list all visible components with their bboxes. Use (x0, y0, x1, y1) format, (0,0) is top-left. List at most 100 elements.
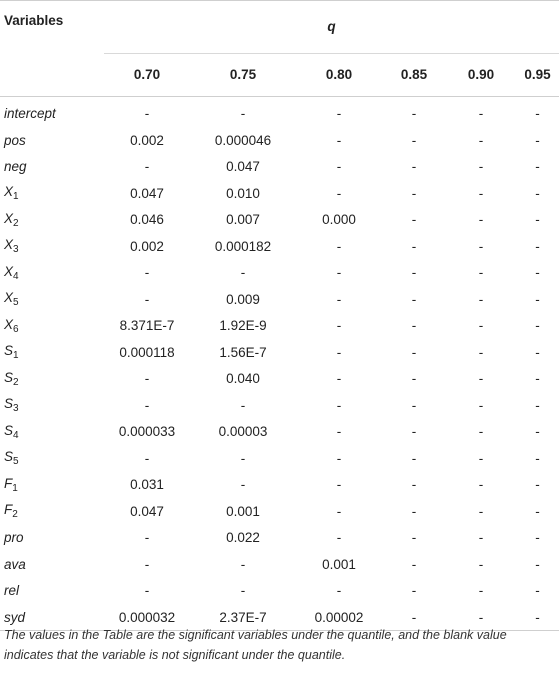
variable-name: neg (0, 154, 104, 181)
variable-name: pos (0, 127, 104, 154)
table-cell: - (535, 371, 540, 387)
table-cell: - (478, 424, 484, 440)
table-cell: - (535, 397, 540, 413)
table-cell: - (240, 397, 246, 413)
table-cell: - (144, 450, 150, 466)
table-cell: - (411, 530, 417, 546)
table-cell: - (411, 291, 417, 307)
table-cell: - (336, 371, 342, 387)
table-cell: - (336, 238, 342, 254)
variable-name: X5 (0, 286, 104, 313)
table-cell: 0.009 (226, 291, 260, 307)
table-row: X1 0.047 0.010 - - - - (0, 180, 559, 207)
variable-name: rel (0, 578, 104, 605)
q-header: q (104, 0, 559, 54)
table-cell: - (478, 265, 484, 281)
table-cell: - (535, 238, 540, 254)
table-cell: - (478, 344, 484, 360)
table-cell: - (411, 238, 417, 254)
table-cell: - (535, 291, 540, 307)
table-cell: 0.000046 (214, 132, 272, 148)
table-cell: - (535, 530, 540, 546)
variable-name: pro (0, 525, 104, 552)
table-cell: - (336, 530, 342, 546)
table-cell: - (411, 318, 417, 334)
variable-symbol: rel (4, 583, 20, 599)
table-cell: - (478, 503, 484, 519)
variable-name: F1 (0, 472, 104, 499)
table-cell: 0.000118 (119, 344, 175, 360)
table-cell: 8.371E-7 (119, 318, 175, 334)
variable-name: S1 (0, 339, 104, 366)
variable-name: intercept (0, 96, 104, 127)
table-cell: - (144, 371, 150, 387)
variable-symbol: X (4, 290, 14, 306)
table-row: X5 - 0.009 - - - - (0, 286, 559, 313)
table-cell: - (336, 344, 342, 360)
table-cell: - (144, 583, 150, 599)
table-cell: 0.001 (226, 503, 260, 519)
table-cell: - (411, 503, 417, 519)
table-cell: - (411, 450, 417, 466)
table-cell: - (535, 503, 540, 519)
table-cell: - (478, 159, 484, 175)
table-row: X6 8.371E-7 1.92E-9 - - - - (0, 313, 559, 340)
variable-symbol: X (4, 316, 14, 332)
variable-symbol: F (4, 475, 13, 491)
table-cell: - (411, 106, 417, 122)
table-cell: 0.002 (130, 132, 164, 148)
variable-name: X1 (0, 180, 104, 207)
header-row-quantiles: 0.70 0.75 0.80 0.85 0.90 0.95 (0, 53, 559, 97)
table-cell: 0.000033 (118, 424, 176, 440)
table-footnote: The values in the Table are the signific… (4, 628, 507, 662)
table-row: S2 - 0.040 - - - - (0, 366, 559, 393)
variable-subscript: 3 (13, 244, 19, 256)
variable-symbol: X (4, 263, 14, 279)
quantile-significance-table: Variables q 0.70 0.75 0.80 0.85 0.90 0.9… (0, 0, 559, 631)
table-cell: - (535, 477, 540, 493)
table-cell: - (478, 371, 484, 387)
table-cell: 1.56E-7 (219, 344, 267, 360)
table-cell: - (535, 583, 540, 599)
variable-symbol: S (4, 343, 14, 359)
variable-symbol: syd (4, 609, 26, 625)
variable-symbol: S (4, 396, 14, 412)
table-cell: - (535, 450, 540, 466)
table-cell: 0.010 (226, 185, 260, 201)
variable-name: S3 (0, 392, 104, 419)
table-row: S4 0.000033 0.00003 - - - - (0, 419, 559, 446)
variable-subscript: 1 (12, 482, 18, 494)
variable-name: F2 (0, 498, 104, 525)
table-cell: - (535, 159, 540, 175)
variable-name: X6 (0, 313, 104, 340)
table-row: neg - 0.047 - - - - (0, 154, 559, 181)
table-row: rel - - - - - - (0, 578, 559, 605)
variable-symbol: X (4, 184, 14, 200)
header-row-top: Variables q (0, 0, 559, 54)
table-cell: - (411, 344, 417, 360)
table-row: X3 0.002 0.000182 - - - - (0, 233, 559, 260)
table-cell: - (535, 185, 540, 201)
table-cell: - (411, 212, 417, 228)
table-cell: - (535, 556, 540, 572)
variable-subscript: 1 (13, 350, 19, 362)
table-cell: - (336, 318, 342, 334)
table-cell: - (336, 424, 342, 440)
table-row: S1 0.000118 1.56E-7 - - - - (0, 339, 559, 366)
table-cell: - (478, 477, 484, 493)
table-cell: - (411, 477, 417, 493)
table-row: pos 0.002 0.000046 - - - - (0, 127, 559, 154)
table-cell: - (144, 265, 150, 281)
table-cell: - (535, 318, 540, 334)
variable-symbol: neg (4, 159, 27, 175)
table-cell: - (240, 106, 246, 122)
table-cell: - (144, 291, 150, 307)
table-cell: 0.031 (130, 477, 164, 493)
table-cell: 0.047 (226, 159, 260, 175)
table-row: F2 0.047 0.001 - - - - (0, 498, 559, 525)
table-cell: - (411, 583, 417, 599)
table-cell: - (411, 159, 417, 175)
table-row: S3 - - - - - - (0, 392, 559, 419)
table-row: ava - - 0.001 - - - (0, 551, 559, 578)
table-cell: - (535, 424, 540, 440)
